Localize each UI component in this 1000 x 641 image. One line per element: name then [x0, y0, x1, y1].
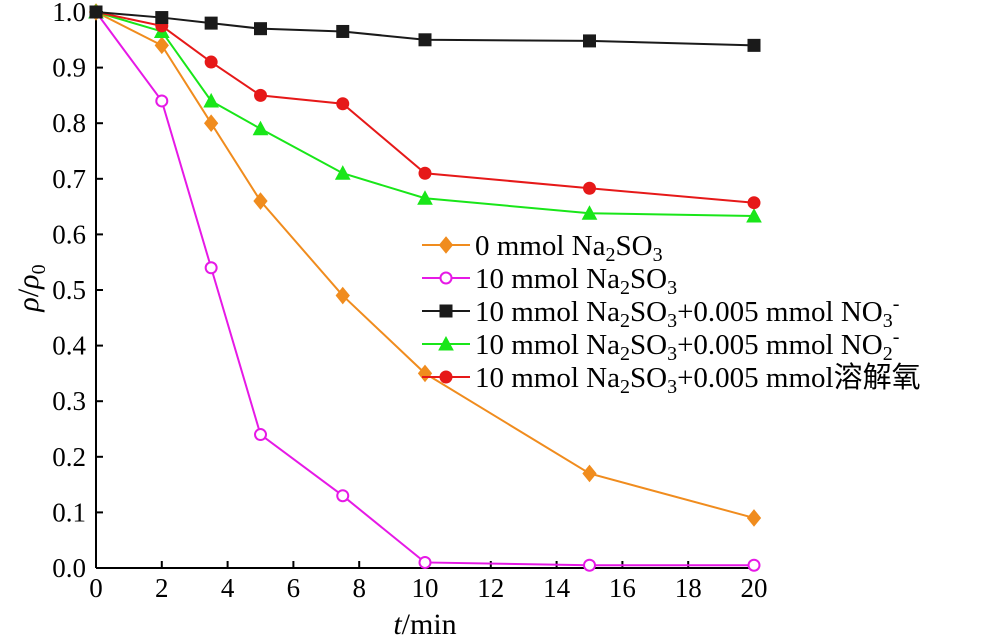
- y-tick-label: 0.5: [52, 275, 86, 305]
- data-point: [583, 558, 596, 572]
- y-tick-label: 0.7: [52, 164, 86, 194]
- y-tick-label: 0.4: [52, 331, 86, 361]
- legend-label: 10 mmol Na2SO3+0.005 mmol NO2-: [475, 326, 899, 365]
- data-point: [204, 261, 218, 275]
- x-tick-label: 18: [675, 573, 702, 603]
- x-tick-label: 14: [543, 573, 571, 603]
- x-axis-title-italic: t: [393, 608, 402, 641]
- y-axis-title-rho0: ρ: [12, 274, 45, 289]
- x-tick-label: 10: [412, 573, 439, 603]
- data-point: [204, 16, 218, 30]
- series-line: [95, 11, 754, 567]
- legend-entry-0: 0 mmol Na2SO3: [422, 230, 663, 266]
- data-point: [747, 38, 761, 52]
- legend-entry-3: 10 mmol Na2SO3+0.005 mmol NO2-: [422, 326, 899, 365]
- series-line: [95, 11, 755, 204]
- data-point: [252, 120, 269, 136]
- data-point: [417, 190, 433, 205]
- data-point: [336, 97, 350, 111]
- legend-label: 10 mmol Na2SO3+0.005 mmol溶解氧: [475, 361, 921, 398]
- series-line: [95, 11, 755, 519]
- data-point: [335, 286, 350, 305]
- x-tick-label: 12: [477, 573, 504, 603]
- y-axis-title: ρ/ρ0: [12, 264, 50, 312]
- x-tick-label: 0: [89, 573, 103, 603]
- data-point: [155, 94, 169, 108]
- legend-entry-1: 10 mmol Na2SO3: [422, 263, 677, 299]
- data-point: [746, 509, 762, 527]
- y-axis-title-rho: ρ: [12, 297, 45, 312]
- y-tick-label: 0.8: [52, 108, 86, 138]
- legend-marker: [439, 370, 453, 384]
- series-1: [89, 5, 761, 572]
- series-line: [95, 11, 755, 47]
- y-axis-title-slash: /: [12, 288, 45, 297]
- series-line: [95, 11, 755, 218]
- data-point: [336, 24, 350, 38]
- y-tick-label: 0.2: [52, 442, 86, 472]
- legend-label: 10 mmol Na2SO3+0.005 mmol NO3-: [475, 293, 899, 332]
- x-tick-label: 6: [287, 573, 301, 603]
- y-tick-label: 0.3: [52, 386, 86, 416]
- legend-marker: [439, 271, 453, 285]
- legend-label: 10 mmol Na2SO3: [475, 263, 677, 299]
- x-tick-label: 20: [741, 573, 768, 603]
- x-tick-label: 8: [352, 573, 366, 603]
- y-tick-label: 0.6: [52, 219, 86, 249]
- data-point: [418, 166, 432, 180]
- data-point: [583, 181, 596, 195]
- data-point: [204, 55, 218, 69]
- x-axis-title-rest: /min: [402, 608, 457, 641]
- data-point: [253, 192, 268, 210]
- legend-label: 0 mmol Na2SO3: [475, 230, 663, 266]
- y-tick-label: 0.9: [52, 53, 86, 83]
- legend-marker: [438, 236, 454, 254]
- x-tick-label: 2: [155, 573, 169, 603]
- series-layer: [88, 3, 762, 572]
- data-point: [254, 428, 267, 442]
- data-point: [203, 92, 219, 108]
- legend-entry-4: 10 mmol Na2SO3+0.005 mmol溶解氧: [422, 361, 921, 398]
- data-point: [154, 36, 169, 55]
- data-point: [583, 34, 596, 48]
- data-point: [747, 558, 761, 572]
- y-tick-label: 0.0: [52, 553, 86, 583]
- data-point: [336, 489, 350, 503]
- legend-entry-2: 10 mmol Na2SO3+0.005 mmol NO3-: [422, 293, 899, 332]
- data-point: [746, 207, 762, 223]
- data-point: [418, 555, 432, 569]
- data-point: [582, 464, 597, 483]
- data-point: [254, 22, 267, 36]
- y-axis-title-sub: 0: [28, 264, 50, 274]
- data-point: [155, 11, 169, 25]
- x-axis-title: t/min: [393, 608, 456, 641]
- data-point: [204, 114, 219, 132]
- data-point: [418, 33, 432, 47]
- legend-marker: [438, 335, 454, 351]
- x-tick-label: 16: [609, 573, 636, 603]
- series-2: [89, 5, 761, 52]
- y-tick-label: 1.0: [52, 0, 86, 27]
- data-point: [747, 196, 761, 210]
- data-point: [89, 5, 103, 19]
- legend-marker: [439, 304, 453, 318]
- data-point: [334, 165, 351, 180]
- x-tick-label: 4: [221, 573, 235, 603]
- axes: 0 2 4 6 8 10 12 14 16 18 20 0.0 0.1 0.2 0.3 0.4 0.5 0.6 0.…: [52, 0, 767, 603]
- y-tick-label: 0.1: [52, 497, 86, 527]
- data-point: [581, 205, 598, 220]
- data-point: [254, 88, 267, 102]
